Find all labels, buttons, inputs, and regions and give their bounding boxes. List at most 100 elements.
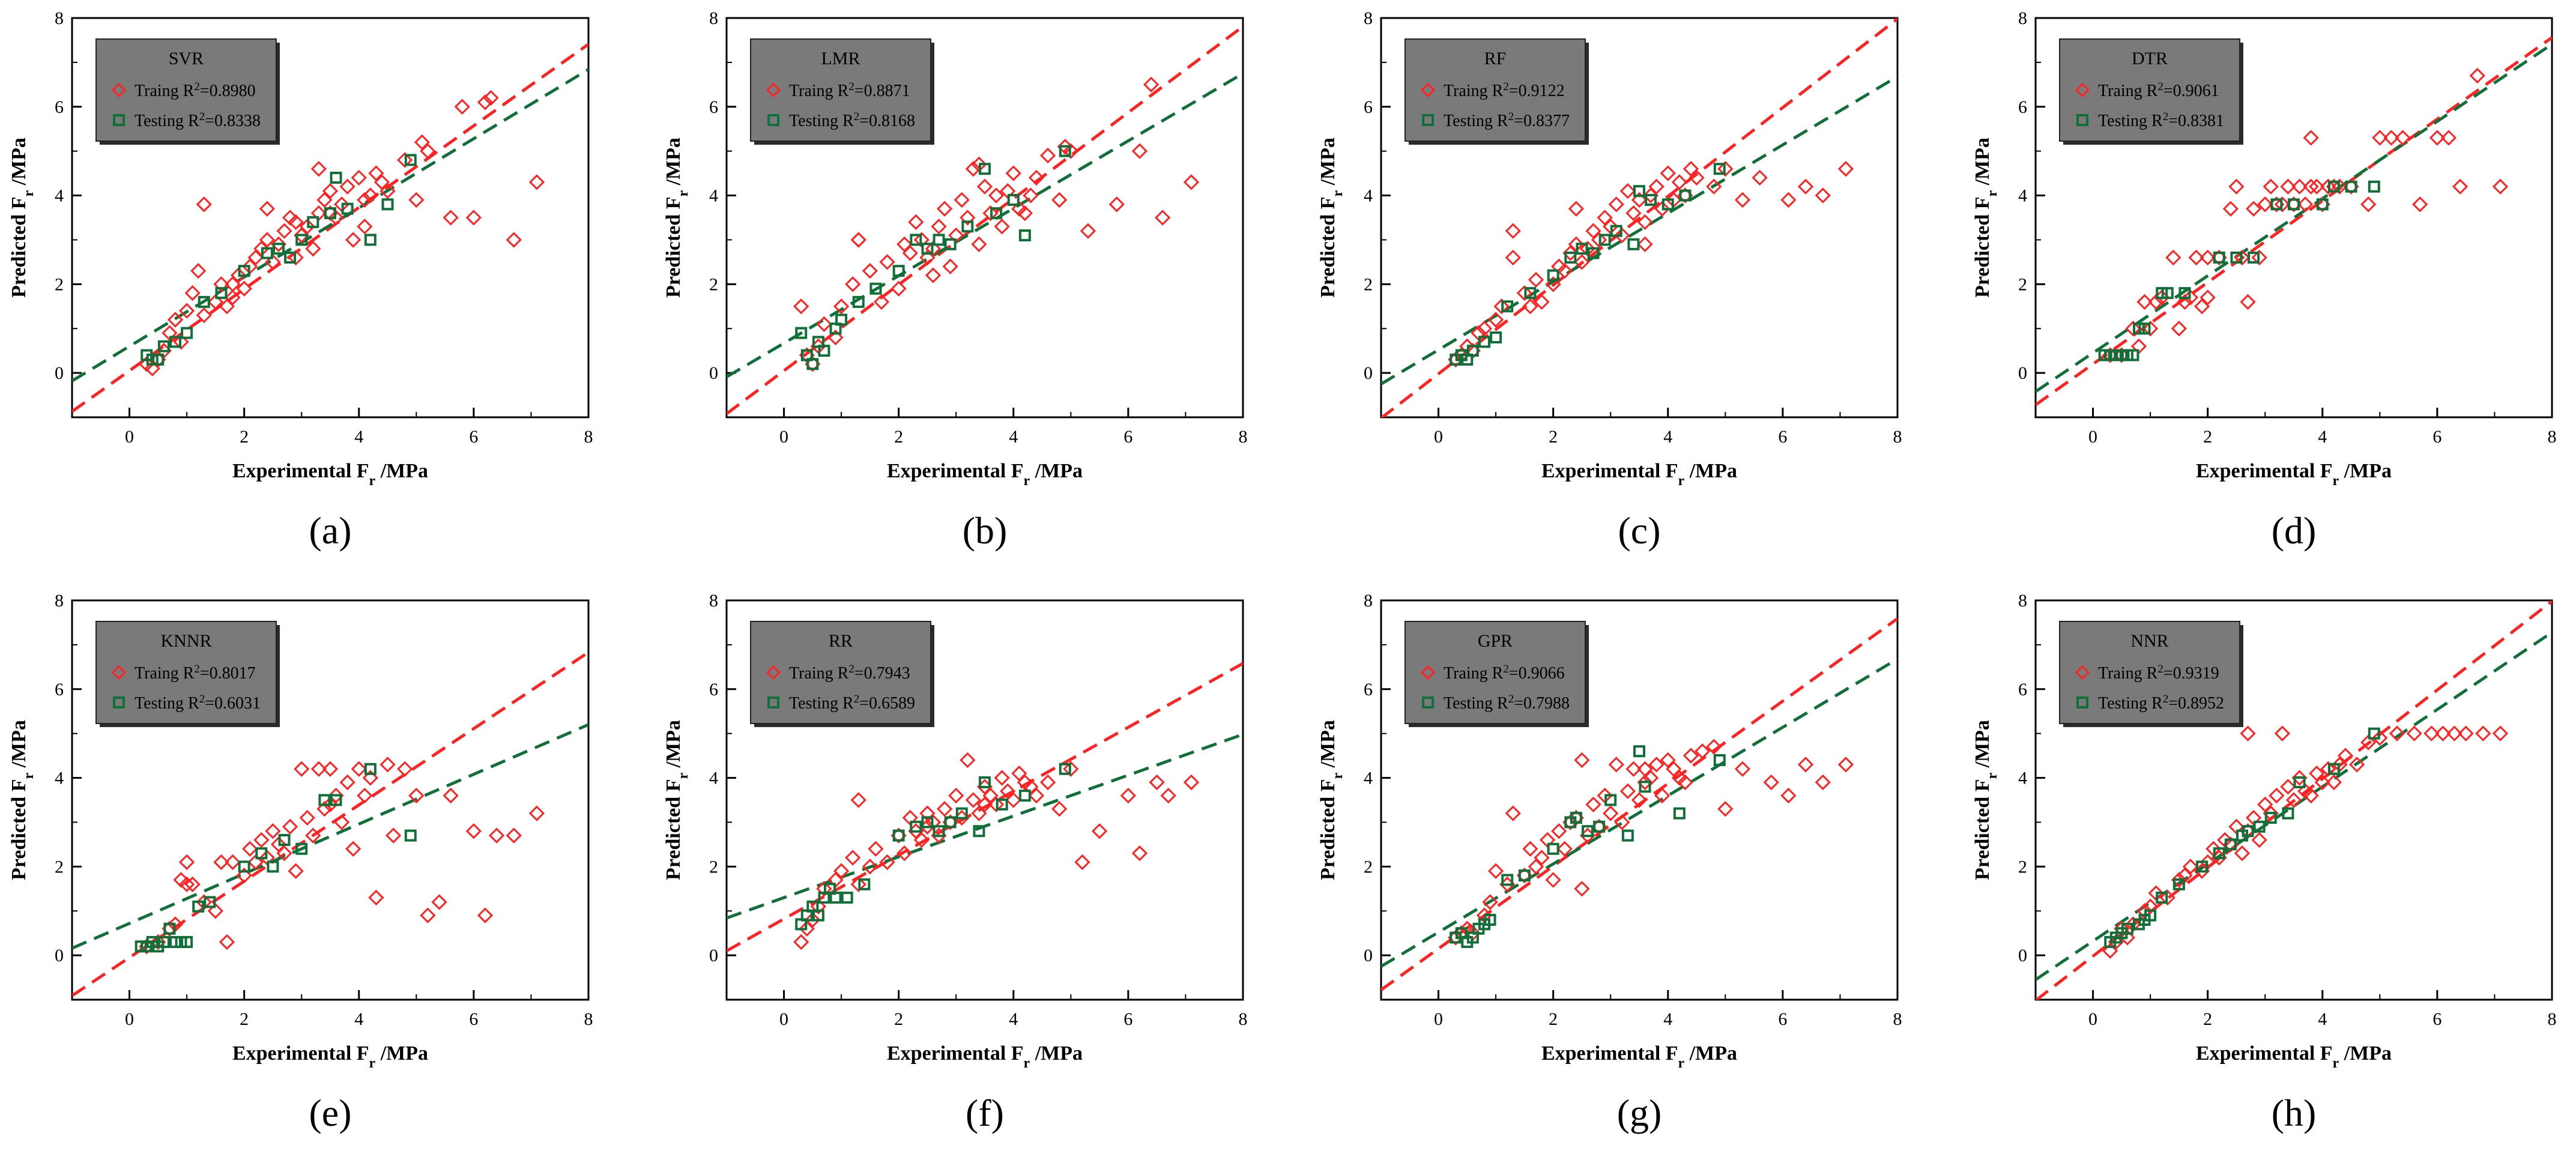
y-tick-label: 8 <box>55 8 64 28</box>
training-point <box>1017 774 1033 791</box>
legend-label-value: =0.7943 <box>854 664 910 683</box>
x-tick-label: 2 <box>240 1009 249 1029</box>
training-point <box>931 219 947 235</box>
training-point <box>2475 725 2491 742</box>
training-point <box>276 223 292 239</box>
training-point <box>322 761 339 777</box>
training-point <box>316 801 333 817</box>
training-point <box>414 134 431 151</box>
training-point <box>2240 725 2256 742</box>
training-point <box>270 836 287 853</box>
testing-point <box>267 860 279 873</box>
testing-point <box>2327 180 2340 193</box>
testing-point <box>157 340 170 352</box>
y-tick-label: 8 <box>55 591 64 611</box>
x-axis-label: Experimental Fr /MPa <box>2196 460 2392 489</box>
training-point <box>178 876 195 893</box>
training-point <box>2360 196 2377 213</box>
training-point <box>2440 130 2457 146</box>
y-tick-label: 4 <box>1364 769 1373 788</box>
training-point <box>322 183 339 199</box>
testing-fit-line <box>72 68 588 382</box>
panel-label: (e) <box>309 1092 351 1134</box>
training-point <box>879 854 895 871</box>
training-point <box>1023 187 1039 204</box>
training-point <box>288 249 304 266</box>
training-point <box>1625 761 1642 777</box>
training-point <box>902 245 918 261</box>
testing-point <box>238 860 250 873</box>
training-point <box>936 201 953 217</box>
training-point <box>2228 178 2245 195</box>
x-axis-label: Experimental Fr /MPa <box>1541 1042 1737 1071</box>
training-point <box>2182 289 2199 306</box>
testing-point <box>961 220 974 233</box>
y-axis-label-tail: /MPa <box>1971 137 1994 190</box>
testing-point <box>255 847 268 860</box>
testing-point <box>1564 252 1577 264</box>
training-point <box>2257 196 2273 213</box>
training-point <box>827 329 844 346</box>
training-point <box>1585 223 1601 239</box>
testing-point <box>1587 247 1600 259</box>
y-tick-label: 2 <box>1364 274 1373 294</box>
legend-training-marker <box>111 665 127 680</box>
training-point <box>173 334 189 350</box>
training-point <box>2337 748 2354 764</box>
testing-point <box>2178 287 2191 300</box>
training-point <box>1011 201 1027 217</box>
training-point <box>2383 130 2399 146</box>
legend-training-marker <box>1420 665 1436 680</box>
training-point <box>247 854 264 871</box>
x-axis-label-main: Experimental F <box>887 1042 1024 1065</box>
training-point <box>1476 321 1493 337</box>
testing-point <box>1018 790 1031 802</box>
testing-point <box>1059 145 1071 157</box>
legend-training-label: Traing R2=0.9122 <box>1444 80 1565 101</box>
training-point <box>207 294 224 310</box>
legend-testing-label: Testing R2=0.8377 <box>1444 110 1570 131</box>
testing-point <box>2327 763 2340 775</box>
legend-training-marker <box>2075 665 2090 680</box>
y-tick-label: 2 <box>2018 857 2027 877</box>
training-point <box>2297 783 2314 799</box>
testing-point <box>812 909 824 922</box>
training-point <box>431 894 447 910</box>
legend-title: SVR <box>169 49 204 68</box>
training-point <box>1505 805 1521 821</box>
training-point <box>339 178 355 195</box>
y-tick-label: 0 <box>2018 363 2027 383</box>
testing-point <box>1570 812 1582 824</box>
y-axis-label-sub: r <box>1985 773 2000 779</box>
training-point <box>936 801 953 817</box>
legend-training-label: Traing R2=0.9319 <box>2098 663 2219 683</box>
training-point <box>1063 143 1079 159</box>
legend-testing-marker <box>1422 696 1434 708</box>
legend-box <box>750 38 931 142</box>
training-point <box>2291 770 2308 786</box>
y-axis-label-tail: /MPa <box>662 137 685 190</box>
training-point <box>1143 76 1160 92</box>
training-point <box>1654 201 1670 217</box>
y-tick-label: 4 <box>55 186 64 206</box>
training-point <box>942 258 958 274</box>
training-point <box>528 805 545 821</box>
testing-point <box>2213 252 2225 264</box>
y-axis-label: Predicted Fr /MPa <box>1971 137 2000 298</box>
training-point <box>1487 312 1504 328</box>
training-point <box>1522 298 1538 315</box>
training-point <box>288 214 304 231</box>
x-tick-label: 8 <box>1239 427 1248 447</box>
training-point <box>2395 130 2411 146</box>
y-tick-label: 2 <box>2018 274 2027 294</box>
training-point <box>2245 201 2262 217</box>
training-point <box>2240 294 2256 310</box>
testing-point <box>921 243 934 255</box>
training-point <box>971 805 987 821</box>
training-point <box>225 289 241 306</box>
training-point <box>1160 787 1176 804</box>
testing-point <box>330 172 342 184</box>
training-point <box>454 98 470 115</box>
testing-point <box>1576 243 1588 255</box>
x-tick-label: 4 <box>354 1009 363 1029</box>
